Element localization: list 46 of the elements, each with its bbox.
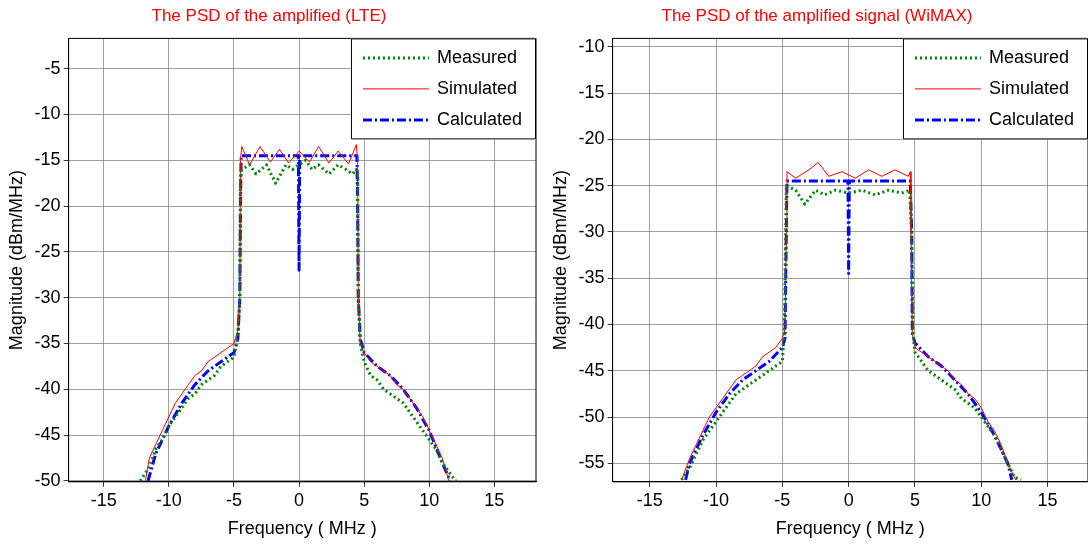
y-tick-label: -15 [34,149,61,170]
y-tick-label: -10 [578,35,605,56]
x-tick-label: 10 [419,489,440,510]
x-tick-label: 10 [971,489,992,510]
y-tick-label: -5 [44,57,61,78]
x-tick-label: 15 [484,489,505,510]
y-tick-label: -45 [578,359,605,380]
y-tick-label: -40 [34,378,61,399]
x-tick-label: -10 [155,489,182,510]
x-axis-title: Frequency ( MHz ) [227,518,377,539]
x-axis-title: Frequency ( MHz ) [775,518,925,539]
y-tick-label: -30 [578,220,605,241]
y-tick-label: -10 [34,103,61,124]
legend-label: Measured [988,46,1069,67]
x-tick-label: 5 [359,489,370,510]
y-tick-label: -40 [578,313,605,334]
y-tick-label: -20 [34,195,61,216]
x-tick-label: 5 [909,489,920,510]
y-tick-label: -25 [34,240,61,261]
y-axis-title: Magnitude (dBm/MHz) [5,170,26,351]
x-tick-label: 0 [294,489,305,510]
y-tick-label: -35 [578,267,605,288]
y-tick-label: -25 [578,174,605,195]
x-tick-label: -10 [703,489,730,510]
y-tick-label: -50 [578,405,605,426]
y-tick-label: -20 [578,128,605,149]
chart-title: The PSD of the amplified (LTE) [151,5,387,25]
x-tick-label: -15 [636,489,663,510]
legend-label: Simulated [436,77,517,98]
y-tick-label: -15 [578,81,605,102]
x-tick-label: -15 [90,489,117,510]
x-tick-label: -5 [774,489,791,510]
legend-label: Calculated [436,108,523,129]
y-tick-label: -45 [34,424,61,445]
y-tick-label: -55 [578,452,605,473]
legend-label: Simulated [988,77,1069,98]
x-tick-label: -5 [225,489,242,510]
y-tick-label: -35 [34,332,61,353]
chart-title: The PSD of the amplified signal (WiMAX) [661,5,973,25]
legend-label: Measured [436,46,517,67]
x-tick-label: 0 [843,489,854,510]
y-axis-title: Magnitude (dBm/MHz) [549,170,570,351]
legend-label: Calculated [988,108,1075,129]
y-tick-label: -30 [34,286,61,307]
x-tick-label: 15 [1037,489,1058,510]
y-tick-label: -50 [34,469,61,490]
